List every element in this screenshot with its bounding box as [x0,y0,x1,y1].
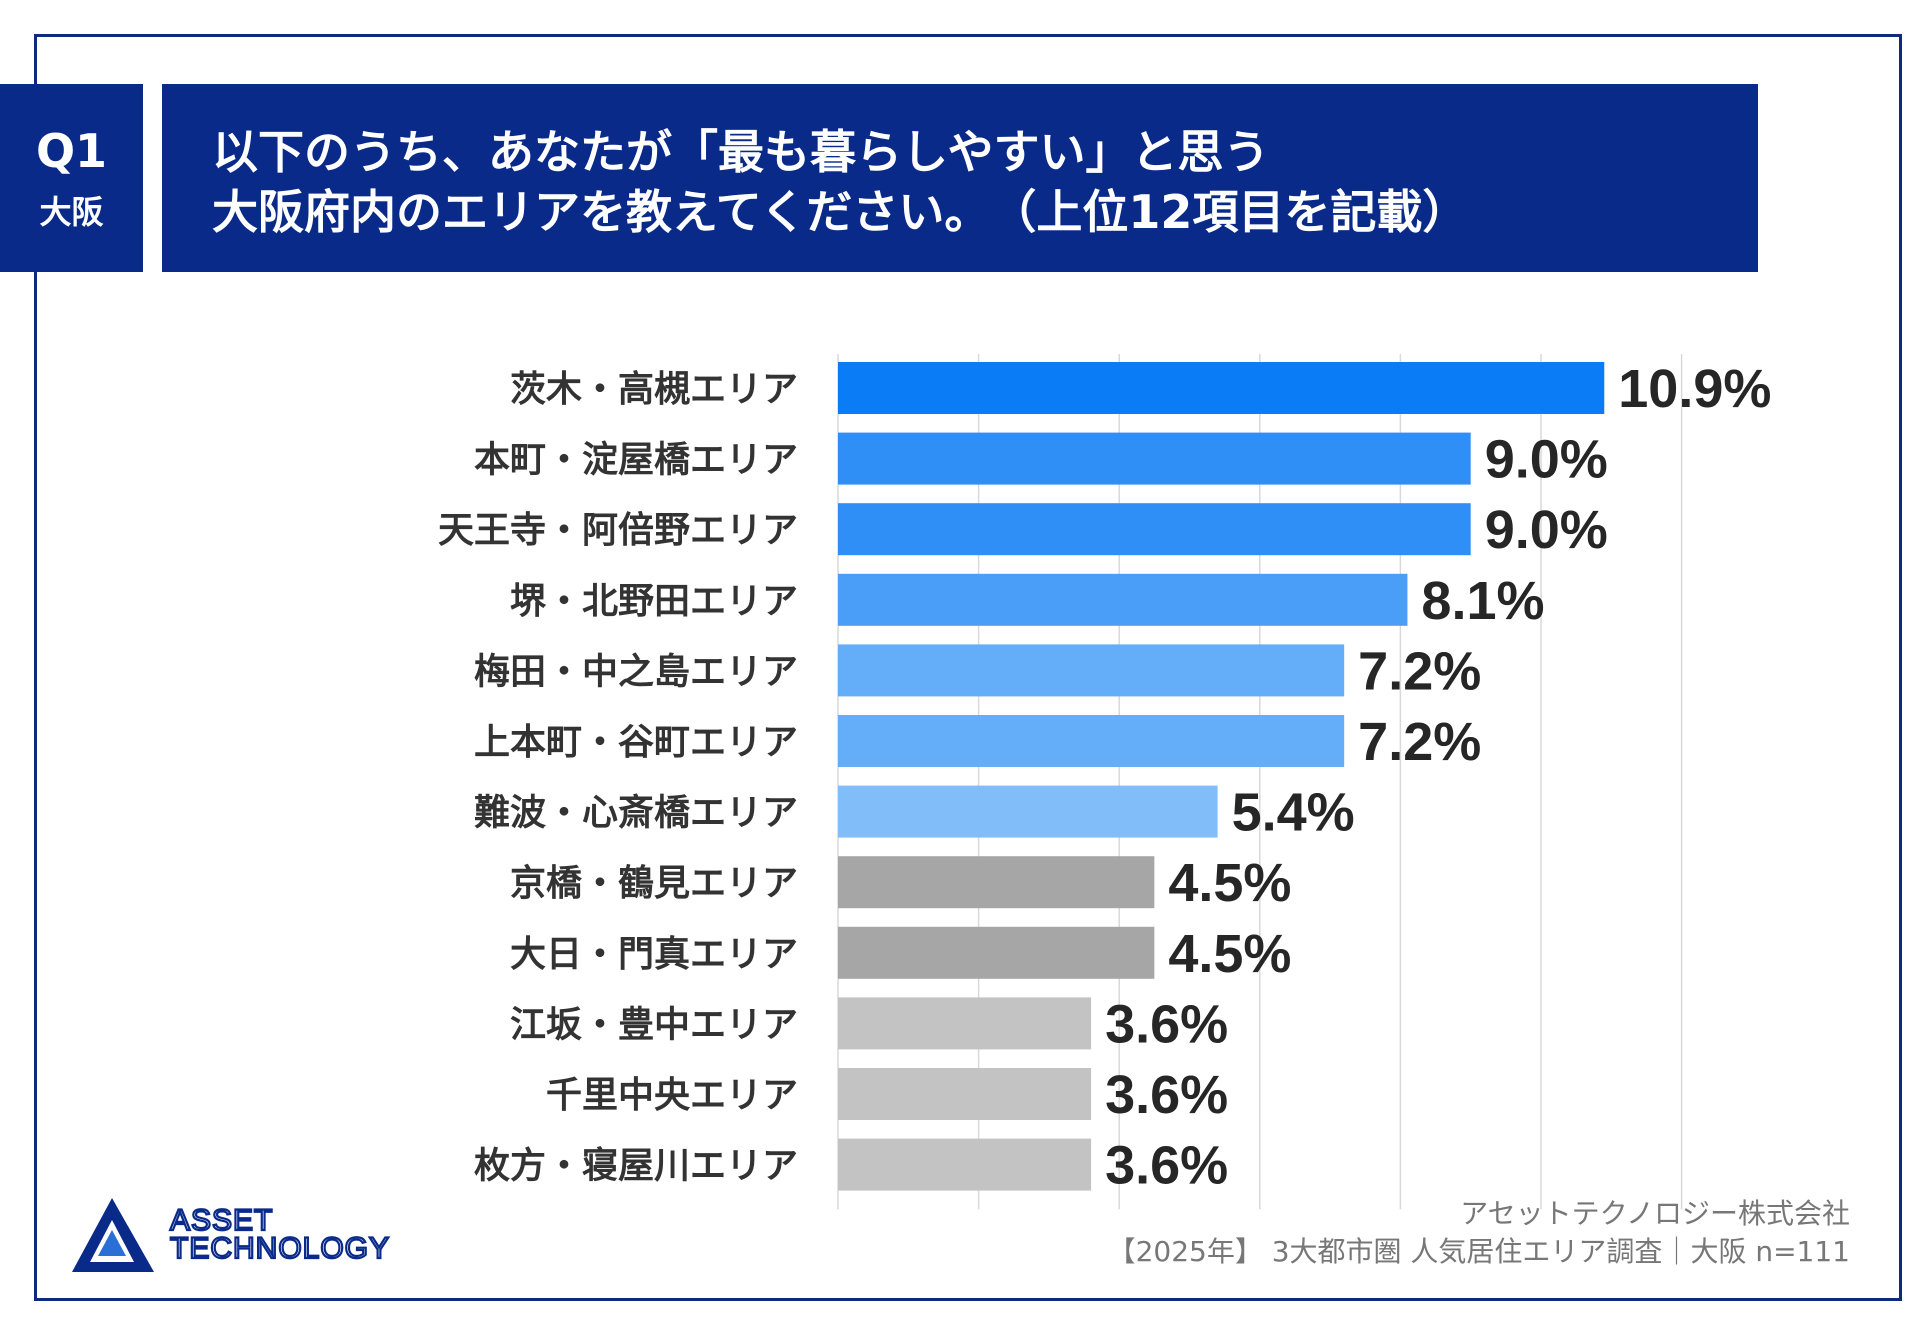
category-label: 天王寺・阿倍野エリア [438,510,798,551]
footer-company: アセットテクノロジー株式会社 [1460,1197,1850,1230]
bar [838,926,1155,979]
logo-text-asset: ASSET [170,1204,273,1237]
value-label: 4.5% [1168,853,1291,913]
bar [838,1138,1092,1191]
bar [838,715,1345,767]
category-label: 千里中央エリア [546,1075,798,1116]
footer-survey: 【2025年】 3大都市圏 人気居住エリア調査｜大阪 n=111 [1107,1235,1850,1268]
question-region: 大阪 [39,193,104,231]
bar [838,1068,1092,1120]
title-line-2: 大阪府内のエリアを教えてください。 （上位12項目を記載） [212,185,1469,239]
category-label: 上本町・谷町エリア [474,722,798,763]
category-label: 大日・門真エリア [510,934,798,975]
bar [838,432,1471,485]
bar [838,503,1471,556]
logo-triangle-core [98,1230,126,1256]
question-badge: Q1 大阪 [0,84,143,272]
bar [838,785,1218,838]
category-label: 枚方・寝屋川エリア [474,1145,798,1187]
category-label: 江坂・豊中エリア [510,1004,798,1045]
question-title: 以下のうち、あなたが「最も暮らしやすい」と思う 大阪府内のエリアを教えてください… [162,84,1758,272]
value-label: 7.2% [1358,712,1481,772]
value-label: 4.5% [1168,924,1291,984]
value-label: 9.0% [1485,500,1608,560]
bar [838,573,1408,626]
category-label: 堺・北野田エリア [510,581,798,622]
question-number: Q1 [35,124,108,178]
category-label: 京橋・鶴見エリア [510,862,798,904]
category-label: 梅田・中之島エリア [474,651,798,692]
bar [838,856,1155,909]
category-label: 本町・淀屋橋エリア [474,440,798,481]
logo-text-technology: TECHNOLOGY [170,1232,390,1265]
value-label: 8.1% [1421,571,1544,631]
value-label: 5.4% [1232,783,1355,843]
category-label: 難波・心斎橋エリア [474,793,798,834]
value-label: 9.0% [1485,430,1608,490]
category-label: 茨木・高槻エリア [510,369,798,410]
value-label: 3.6% [1105,1136,1228,1196]
value-label: 10.9% [1618,359,1771,419]
bar [838,362,1605,414]
bar [838,997,1092,1050]
asset-technology-logo: ASSET TECHNOLOGY [72,1198,390,1272]
value-label: 3.6% [1105,994,1228,1054]
bar [838,644,1345,697]
chart-frame [34,34,1902,1301]
value-label: 3.6% [1105,1065,1228,1125]
value-label: 7.2% [1358,641,1481,701]
title-line-1: 以下のうち、あなたが「最も暮らしやすい」と思う [212,125,1270,179]
